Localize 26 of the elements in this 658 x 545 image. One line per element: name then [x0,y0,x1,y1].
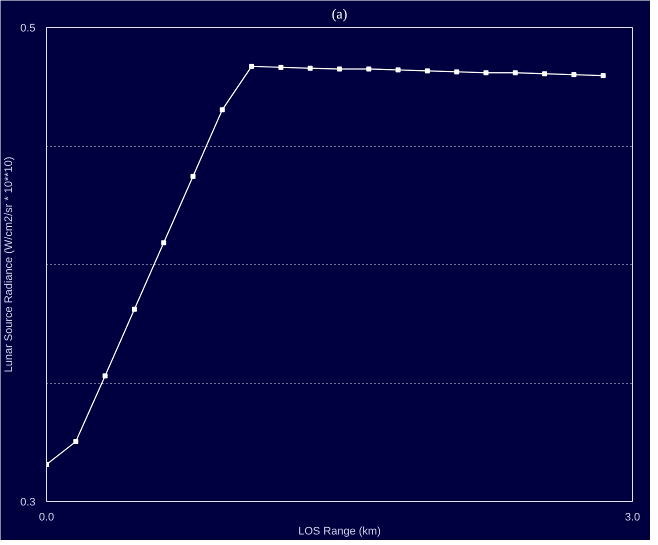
point [571,72,576,78]
point [484,70,488,76]
x-tick-label: 0.0 [38,512,54,524]
x-axis-title: LOS Range (km) [298,526,381,538]
point [600,73,606,78]
point [132,306,137,312]
point [542,71,548,76]
y-tick-label: 0.5 [20,22,36,34]
point [308,66,313,71]
point [73,439,78,444]
point [190,174,196,179]
point [161,240,166,246]
point [512,70,518,76]
chart-title: (a) [332,8,348,22]
point [366,66,372,72]
point [337,66,342,72]
point [396,67,401,72]
x-tick-label: 3.0 [624,512,640,524]
point [278,64,284,70]
point [220,107,225,112]
y-axis-title: Lunar Source Radiance (W/cm2/sr * 10**10) [3,156,16,372]
y-tick-label: 0.3 [20,496,36,508]
point [102,373,108,378]
point [249,64,254,69]
point [454,69,460,74]
point [424,68,430,74]
